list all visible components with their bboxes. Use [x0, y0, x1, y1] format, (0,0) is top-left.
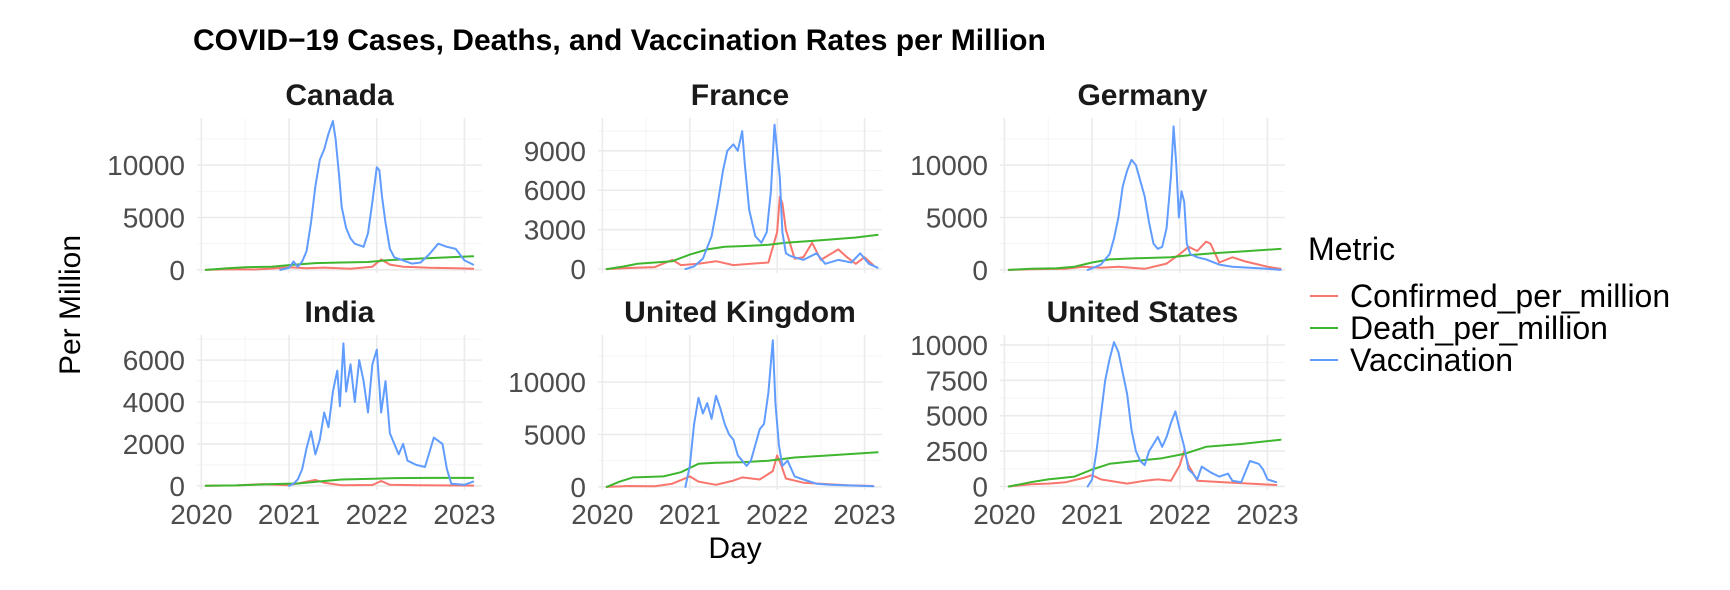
y-tick-label: 7500: [926, 365, 988, 396]
series-vaccination-france: [684, 123, 879, 271]
panel-united-states: United States 0 2500 5000 7500 10000 2020 2021 2…: [910, 296, 1298, 530]
panel-title-germany: Germany: [1077, 79, 1207, 112]
x-tick-label: 2022: [1149, 499, 1211, 530]
y-tick-label: 6000: [123, 345, 185, 376]
y-tick-label: 0: [972, 255, 988, 286]
legend-label-death-per-million: Death_per_million: [1350, 310, 1608, 346]
y-tick-label: 5000: [926, 401, 988, 432]
series-vaccination-india: [288, 342, 475, 487]
y-tick-label: 0: [169, 255, 185, 286]
panel-united-kingdom: United Kingdom 0 5000 10000 2020 2021 2022 2023: [508, 296, 896, 530]
y-tick-label: 0: [570, 472, 586, 503]
series-death-per-million-canada: [204, 255, 475, 271]
y-tick-label: 2500: [926, 436, 988, 467]
legend-label-confirmed-per-million: Confirmed_per_million: [1350, 278, 1670, 314]
y-tick-label: 10000: [107, 150, 185, 181]
x-tick-label: 2022: [746, 499, 808, 530]
panel-title-france: France: [691, 79, 789, 112]
panel-france: France 0 3000 6000 9000: [524, 79, 882, 285]
series-death-per-million-france: [605, 233, 879, 271]
x-axis-title: Day: [708, 532, 761, 565]
chart-title: COVID−19 Cases, Deaths, and Vaccination …: [193, 24, 1046, 57]
y-tick-label: 2000: [123, 429, 185, 460]
panel-title-india: India: [304, 296, 374, 329]
series-death-per-million-united-states: [1007, 438, 1282, 488]
panel-germany: Germany 0 5000 10000: [910, 79, 1285, 286]
y-tick-label: 5000: [123, 202, 185, 233]
x-tick-label: 2021: [659, 499, 721, 530]
series-death-per-million-india: [204, 476, 475, 487]
y-tick-label: 10000: [910, 150, 988, 181]
y-tick-label: 3000: [524, 215, 586, 246]
facet-panels: Canada 0 5000 10000 France 0 3000 6000 9000 Germa…: [107, 79, 1298, 530]
series-confirmed-per-million-united-states: [1007, 450, 1278, 488]
legend-title: Metric: [1308, 231, 1395, 267]
y-tick-label: 10000: [910, 330, 988, 361]
y-tick-label: 0: [169, 471, 185, 502]
x-tick-label: 2020: [571, 499, 633, 530]
y-tick-label: 4000: [123, 387, 185, 418]
panel-title-united-kingdom: United Kingdom: [624, 296, 856, 329]
panel-title-canada: Canada: [285, 79, 394, 112]
y-tick-label: 9000: [524, 136, 586, 167]
series-vaccination-germany: [1086, 125, 1282, 271]
y-tick-label: 6000: [524, 175, 586, 206]
y-tick-label: 5000: [926, 202, 988, 233]
series-vaccination-united-kingdom: [684, 339, 875, 488]
series-confirmed-per-million-france: [605, 195, 875, 271]
panel-canada: Canada 0 5000 10000: [107, 79, 482, 286]
series-death-per-million-united-kingdom: [605, 451, 879, 488]
x-tick-label: 2023: [1236, 499, 1298, 530]
series-confirmed-per-million-canada: [204, 258, 475, 271]
y-tick-label: 10000: [508, 367, 586, 398]
x-tick-label: 2021: [1061, 499, 1123, 530]
y-tick-label: 0: [972, 471, 988, 502]
panel-india: India 0 2000 4000 6000 2020 2021 2022 2023: [123, 296, 496, 530]
x-tick-label: 2020: [170, 499, 232, 530]
series-confirmed-per-million-united-kingdom: [605, 454, 875, 488]
legend: Metric Confirmed_per_millionDeath_per_mi…: [1308, 231, 1670, 378]
x-tick-label: 2021: [258, 499, 320, 530]
series-vaccination-canada: [279, 120, 475, 271]
panel-title-united-states: United States: [1047, 296, 1239, 329]
series-vaccination-united-states: [1086, 341, 1278, 488]
y-tick-label: 0: [570, 254, 586, 285]
series-confirmed-per-million-germany: [1007, 240, 1282, 271]
x-tick-label: 2020: [973, 499, 1035, 530]
x-tick-label: 2023: [833, 499, 895, 530]
y-tick-label: 5000: [524, 419, 586, 450]
x-tick-label: 2023: [433, 499, 495, 530]
x-tick-label: 2022: [346, 499, 408, 530]
series-death-per-million-germany: [1007, 247, 1282, 271]
legend-label-vaccination: Vaccination: [1350, 342, 1513, 378]
y-axis-title: Per Million: [54, 235, 87, 375]
